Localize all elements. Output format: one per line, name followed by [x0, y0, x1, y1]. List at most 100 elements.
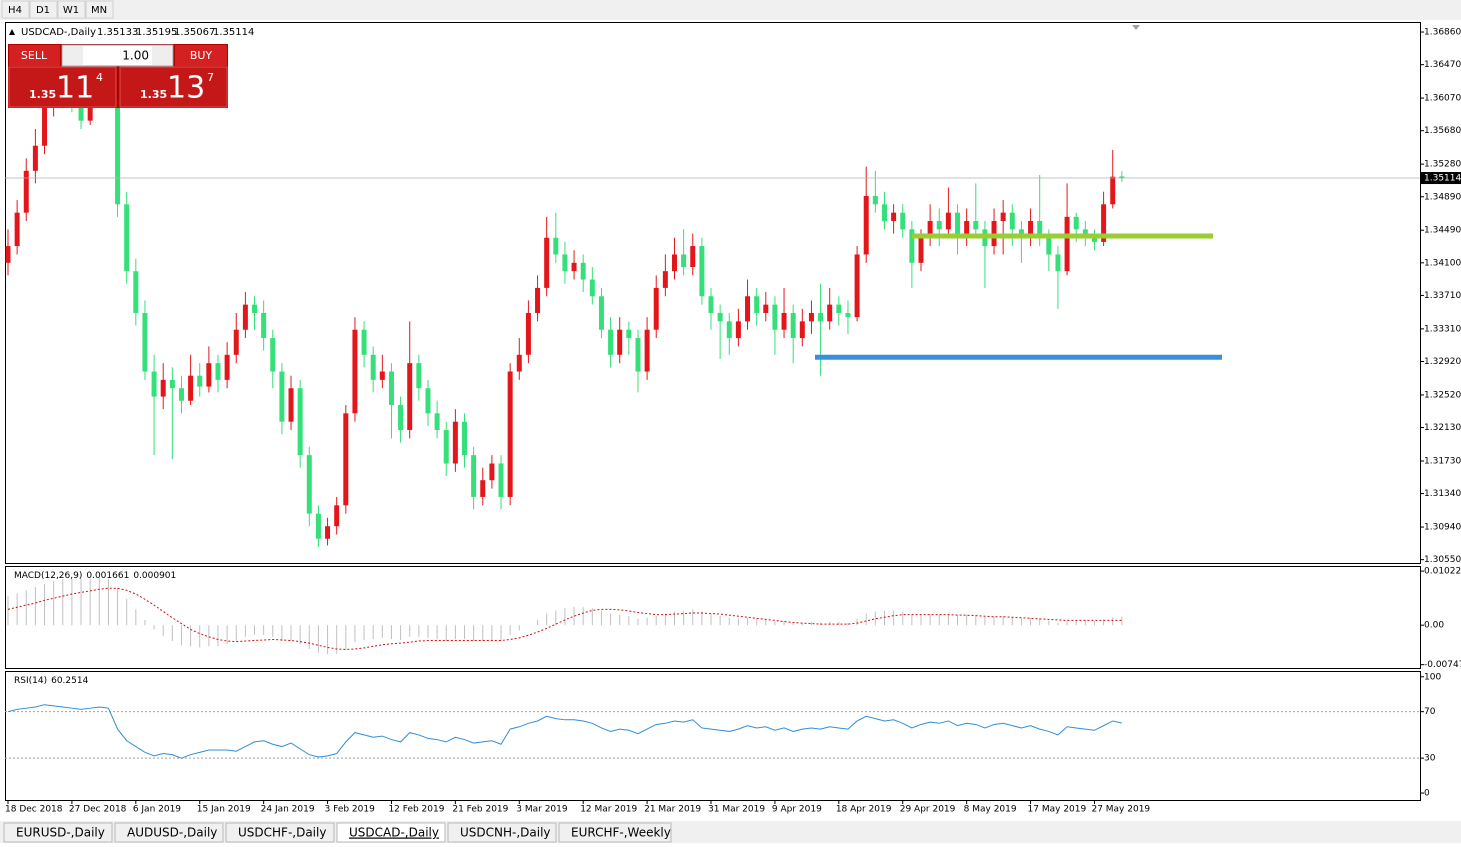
chart-tab[interactable]	[3, 822, 113, 843]
chart-tab[interactable]	[558, 822, 672, 843]
candle-body	[115, 78, 121, 205]
x-tick-label: 21 Feb 2019	[452, 805, 508, 815]
rsi-panel	[5, 671, 1421, 801]
timeframe-button[interactable]	[85, 0, 114, 19]
buy-button[interactable]	[175, 45, 227, 66]
candle-body	[681, 254, 687, 267]
candle-body	[23, 170, 29, 213]
candle-body	[315, 513, 321, 539]
ask-pips[interactable]: 13	[167, 71, 205, 106]
chart-tab-label[interactable]: EURCHF-,Weekly	[571, 826, 671, 840]
candle-body	[215, 363, 221, 380]
sell-button[interactable]	[9, 45, 60, 66]
main-panel	[5, 22, 1421, 564]
candle-body	[644, 329, 650, 372]
candle-body	[325, 526, 331, 539]
candle-body	[626, 329, 632, 339]
chart-tab[interactable]	[225, 822, 335, 843]
candle-body	[936, 221, 942, 230]
candle-body	[845, 312, 851, 318]
candle-body	[388, 371, 394, 405]
candle-body	[261, 312, 267, 339]
macd-label: MACD(12,26,9)	[14, 571, 82, 581]
lot-input[interactable]	[61, 44, 174, 67]
candle-body	[735, 321, 741, 339]
x-tick-label: 3 Feb 2019	[325, 805, 376, 815]
y-tick-label: 1.31340	[1424, 489, 1461, 499]
candle-body	[818, 312, 824, 322]
candle-body	[1073, 216, 1079, 230]
candle-body	[1037, 221, 1043, 238]
candle-body	[78, 103, 84, 121]
rsi-label: RSI(14)	[14, 676, 47, 686]
buy-label[interactable]: BUY	[190, 49, 213, 62]
ask-fraction[interactable]: 7	[207, 71, 214, 84]
x-tick-label: 3 Mar 2019	[516, 805, 568, 815]
macd-panel	[5, 566, 1421, 669]
chart-tab-label[interactable]: USDCAD-,Daily	[349, 826, 439, 840]
chart-tab-label[interactable]: AUDUSD-,Daily	[127, 826, 217, 840]
x-tick-label: 17 May 2019	[1028, 805, 1087, 815]
chart-header: USDCAD-,Daily 1.35133 1.35195 1.35067 1.…	[9, 27, 254, 38]
candle-body	[754, 296, 760, 313]
candle-body	[1046, 237, 1052, 255]
timeframe-button[interactable]	[29, 0, 58, 19]
candle-body	[133, 271, 139, 313]
x-tick-label: 21 Mar 2019	[644, 805, 701, 815]
candle-body	[224, 354, 230, 380]
timeframe-label[interactable]: D1	[36, 5, 50, 16]
x-tick-label: 29 Apr 2019	[900, 805, 956, 815]
candle-body	[1091, 237, 1097, 242]
y-tick-label: 1.34490	[1424, 226, 1461, 236]
timeframe-label[interactable]: H4	[8, 5, 22, 16]
header-arrow	[9, 29, 15, 35]
sell-label[interactable]: SELL	[21, 49, 48, 62]
lot-down[interactable]	[63, 46, 83, 65]
bid-prefix[interactable]: 1.35	[29, 88, 56, 101]
lot-up[interactable]	[152, 46, 172, 65]
candle-body	[617, 329, 623, 355]
lot-value[interactable]: 1.00	[122, 49, 149, 63]
rsi-line	[7, 704, 1122, 759]
candle-body	[352, 329, 358, 414]
rsi-value: 60.2514	[51, 676, 88, 686]
candle-body	[690, 246, 696, 267]
candle-body	[900, 212, 906, 230]
candle-body	[1119, 176, 1125, 179]
candle-body	[252, 304, 258, 313]
chart-tab-label[interactable]: USDCHF-,Daily	[238, 826, 326, 840]
macd-signal-value: 0.000901	[133, 571, 176, 581]
candle-body	[991, 221, 997, 247]
candle-body	[544, 237, 550, 288]
candle-body	[525, 312, 531, 355]
timeframe-button[interactable]	[57, 0, 86, 19]
candle-body	[279, 371, 285, 422]
candle-body	[5, 246, 11, 263]
bid-pips[interactable]: 11	[56, 71, 94, 106]
candle-body	[909, 229, 915, 263]
timeframe-button[interactable]	[1, 0, 30, 19]
candle-body	[671, 254, 677, 272]
bid-box[interactable]	[8, 66, 117, 108]
chart-tab[interactable]	[447, 822, 557, 843]
chart-tab-label[interactable]: USDCNH-,Daily	[460, 826, 551, 840]
candle-body	[306, 455, 312, 514]
chart-tab[interactable]	[336, 822, 446, 843]
candle-body	[498, 463, 504, 497]
bid-fraction[interactable]: 4	[96, 71, 103, 84]
high: 1.35195	[136, 27, 177, 38]
timeframe-label[interactable]: W1	[63, 5, 79, 16]
ask-prefix[interactable]: 1.35	[140, 88, 167, 101]
ask-box[interactable]	[119, 66, 228, 108]
candle-body	[233, 329, 239, 355]
chart-tab[interactable]	[114, 822, 224, 843]
candle-body	[726, 321, 732, 339]
candle-body	[188, 375, 194, 401]
candle-body	[662, 271, 668, 288]
candle-body	[1064, 216, 1070, 272]
candle-body	[854, 254, 860, 318]
candle-body	[288, 388, 294, 422]
chart-tab-label[interactable]: EURUSD-,Daily	[16, 826, 105, 840]
candle-body	[891, 212, 897, 222]
timeframe-label[interactable]: MN	[91, 5, 107, 16]
